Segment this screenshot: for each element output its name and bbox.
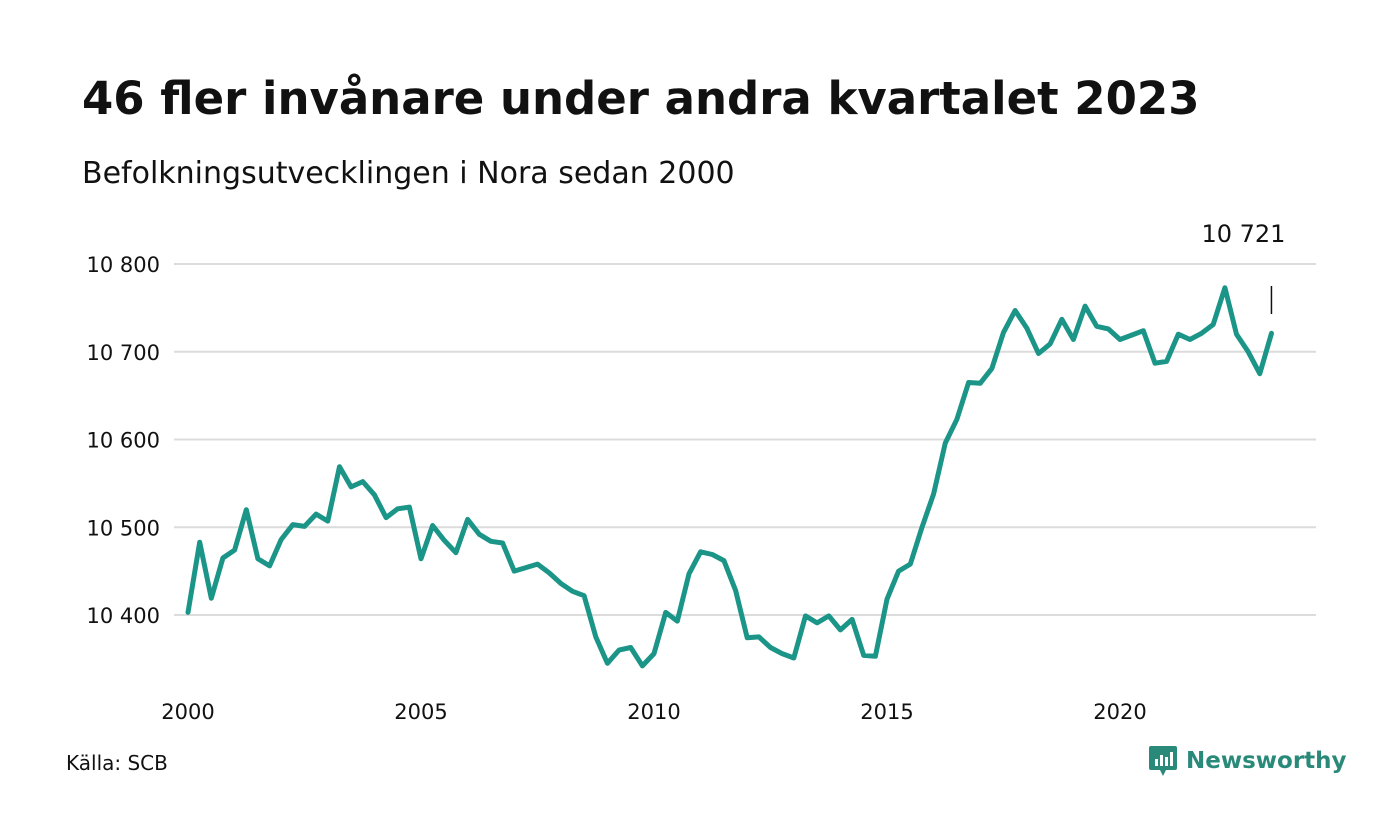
annotation-layer: 10 721 [1201,220,1285,314]
y-tick-label: 10 400 [87,604,160,628]
annotation-label: 10 721 [1201,220,1285,248]
source-note: Källa: SCB [66,751,168,775]
x-axis-ticks: 2000 2005 2010 2015 2020 [161,700,1146,724]
x-tick-label: 2000 [161,700,214,724]
brand-logo[interactable]: Newsworthy [1148,744,1347,778]
chart-title: 46 fler invånare under andra kvartalet 2… [82,72,1200,125]
x-tick-label: 2010 [627,700,680,724]
series-line [185,285,1274,669]
y-tick-label: 10 500 [87,516,160,540]
grid-lines [174,263,1316,616]
x-tick-label: 2015 [860,700,913,724]
series-layer [185,285,1274,669]
y-tick-label: 10 700 [87,341,160,365]
chart-subtitle: Befolkningsutvecklingen i Nora sedan 200… [82,156,735,191]
x-tick-label: 2005 [394,700,447,724]
y-axis-ticks: 10 400 10 500 10 600 10 700 10 800 [87,253,160,628]
x-tick-label: 2020 [1093,700,1146,724]
y-tick-label: 10 800 [87,253,160,277]
y-tick-label: 10 600 [87,429,160,453]
chart-bubble-icon [1149,746,1177,776]
brand-name: Newsworthy [1186,748,1347,774]
